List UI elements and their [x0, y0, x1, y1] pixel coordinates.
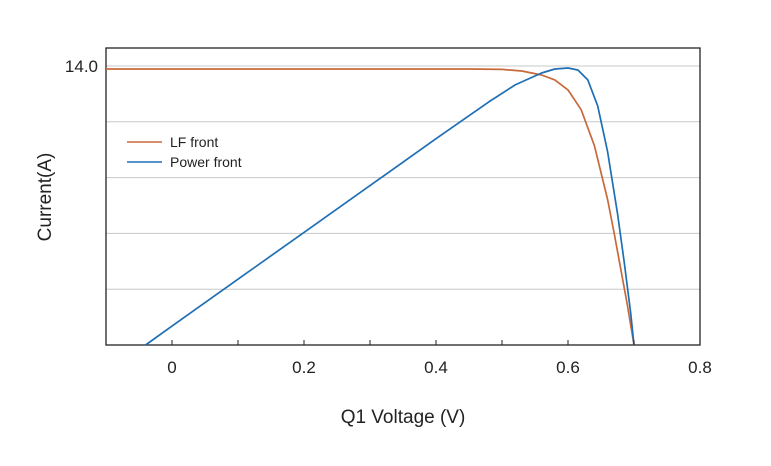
series-line-lf-front — [106, 68, 635, 346]
y-axis-ticks: 14.0 — [65, 57, 98, 76]
series-line-power-front — [145, 67, 635, 346]
legend-label-lf-front: LF front — [170, 134, 218, 150]
x-tick-label: 0.6 — [556, 358, 580, 377]
x-tick-label: 0.2 — [292, 358, 316, 377]
plot-frame — [105, 47, 701, 346]
y-tick-label: 14.0 — [65, 57, 98, 76]
y-axis-title: Current(A) — [35, 153, 56, 242]
x-axis-ticks: 0 0.2 0.4 0.6 0.8 — [105, 340, 712, 377]
x-tick-label: 0.8 — [688, 358, 712, 377]
x-tick-label: 0.4 — [424, 358, 448, 377]
x-tick-label: 0 — [167, 358, 176, 377]
x-axis-title: Q1 Voltage (V) — [341, 407, 466, 428]
series-layer — [106, 67, 635, 346]
legend-label-power-front: Power front — [170, 154, 242, 170]
legend: LF front Power front — [127, 134, 242, 170]
